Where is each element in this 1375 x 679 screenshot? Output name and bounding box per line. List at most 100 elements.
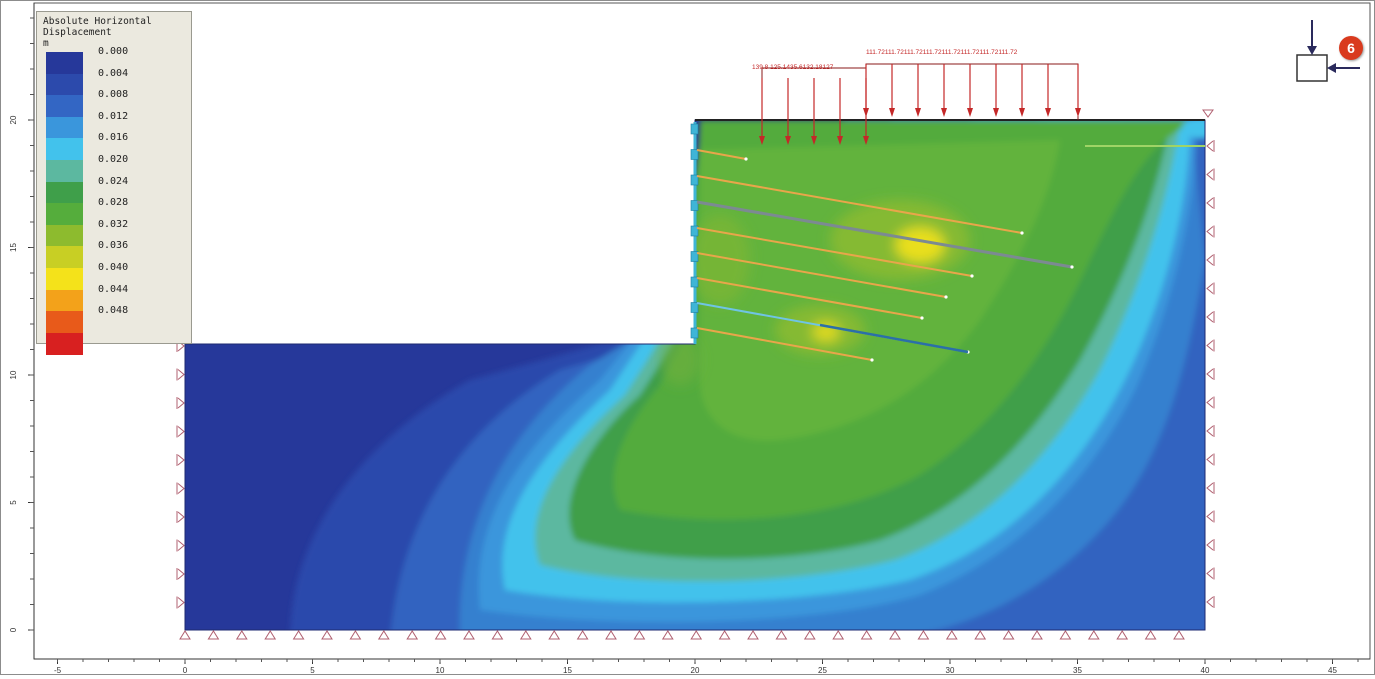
wall-node <box>690 174 699 186</box>
load-arrowhead <box>863 136 869 145</box>
load-label-left: 139.8 125.1435.6132.18127 <box>752 64 834 71</box>
legend-value: 0.012 <box>98 110 129 122</box>
wall-node <box>690 276 699 288</box>
x-tick-label: 20 <box>691 666 700 675</box>
legend-value: 0.040 <box>98 262 129 273</box>
roller-support-left <box>177 369 185 380</box>
ground-anchor <box>696 175 1023 234</box>
roller-support-left <box>177 511 185 523</box>
pin-support <box>1116 630 1129 640</box>
pin-support <box>292 630 305 640</box>
legend-swatch <box>46 268 83 290</box>
legend-swatch <box>46 138 83 161</box>
load-arrowhead <box>759 136 765 145</box>
roller-support-right <box>1206 340 1214 351</box>
roller-support-right <box>1206 368 1214 380</box>
roller-support-right <box>1206 425 1214 437</box>
ground-anchor <box>696 149 747 160</box>
legend-level <box>46 332 186 355</box>
legend-level: 0.004 <box>46 68 186 96</box>
pin-support <box>1059 630 1072 640</box>
pin-support <box>1087 630 1100 640</box>
roller-support-right <box>1206 482 1214 494</box>
pin-support <box>434 630 447 640</box>
legend-level: 0.024 <box>46 176 186 204</box>
y-tick-label: 5 <box>9 500 18 505</box>
roller-support-right <box>1206 283 1214 294</box>
pin-support <box>179 630 191 640</box>
legend-level: 0.036 <box>46 240 186 269</box>
legend-value: 0.032 <box>98 218 129 230</box>
anchor-end <box>870 358 874 362</box>
pin-support <box>690 630 703 640</box>
pin-support <box>321 630 333 640</box>
x-axis: -5 0 5 10 15 20 25 30 35 40 45 <box>34 658 1370 675</box>
pin-support <box>519 630 532 640</box>
ground-anchor <box>696 200 1073 269</box>
grouted-bond <box>819 323 969 354</box>
x-tick-label: 40 <box>1201 666 1210 675</box>
legend-title: Absolute Horizontal Displacement m <box>43 16 152 49</box>
legend-swatch <box>46 224 83 247</box>
legend-level: 0.032 <box>46 219 186 247</box>
load-arrowhead <box>811 136 817 145</box>
ground-anchor <box>696 327 873 361</box>
legend-value: 0.044 <box>98 283 129 295</box>
roller-support-right <box>1206 596 1214 608</box>
pin-support <box>235 630 248 640</box>
legend-value: 0.024 <box>98 175 129 187</box>
legend-level: 0.000 <box>46 46 186 74</box>
load-arrowhead <box>915 108 921 117</box>
x-tick-label: -5 <box>54 666 62 675</box>
load-arrowhead <box>837 136 843 145</box>
boundary-supports <box>176 109 1215 640</box>
anchors <box>696 149 1074 362</box>
pin-support <box>349 630 362 640</box>
surface-loads <box>759 63 1081 145</box>
roller-support-left <box>177 568 185 580</box>
y-tick-label: 20 <box>9 115 18 124</box>
wall-node <box>690 200 699 211</box>
legend-swatch <box>46 203 83 226</box>
legend-value: 0.004 <box>98 67 129 79</box>
pin-support <box>633 630 646 640</box>
legend-swatch <box>46 311 83 334</box>
legend-value: 0.016 <box>98 132 129 144</box>
legend-level: 0.044 <box>46 284 186 312</box>
wall-node <box>690 251 699 262</box>
legend-swatch <box>46 73 83 96</box>
view-direction-icon[interactable] <box>1296 20 1360 82</box>
pin-support <box>548 630 561 640</box>
pin-support <box>832 630 845 640</box>
anchor-end <box>1020 231 1024 235</box>
legend-value: 0.000 <box>98 46 129 57</box>
legend-level: 0.048 <box>46 305 186 334</box>
legend-level: 0.012 <box>46 111 186 139</box>
corner-marker <box>1202 109 1214 118</box>
roller-support-right <box>1206 454 1214 465</box>
roller-support-right <box>1206 140 1214 152</box>
x-tick-label: 15 <box>563 666 572 675</box>
wall-node <box>690 225 699 237</box>
legend-swatch <box>46 160 83 182</box>
load-arrowhead <box>941 108 947 117</box>
x-tick-label: 5 <box>310 666 315 675</box>
wall-node <box>690 123 699 135</box>
load-arrowhead <box>1019 108 1025 117</box>
roller-support-left <box>177 540 185 551</box>
pin-support <box>1002 630 1015 640</box>
legend-level: 0.016 <box>46 132 186 161</box>
ground-anchor <box>696 227 973 277</box>
roller-support-right <box>1206 169 1214 180</box>
ground-anchor <box>696 252 947 298</box>
anchor-end <box>1070 265 1074 269</box>
pin-support <box>1173 630 1185 640</box>
legend-value: 0.028 <box>98 197 129 209</box>
legend-level: 0.008 <box>46 89 186 118</box>
soil-contours <box>185 120 1205 630</box>
roller-support-right <box>1206 197 1214 209</box>
roller-support-left <box>177 597 185 608</box>
roller-support-left <box>177 454 185 466</box>
